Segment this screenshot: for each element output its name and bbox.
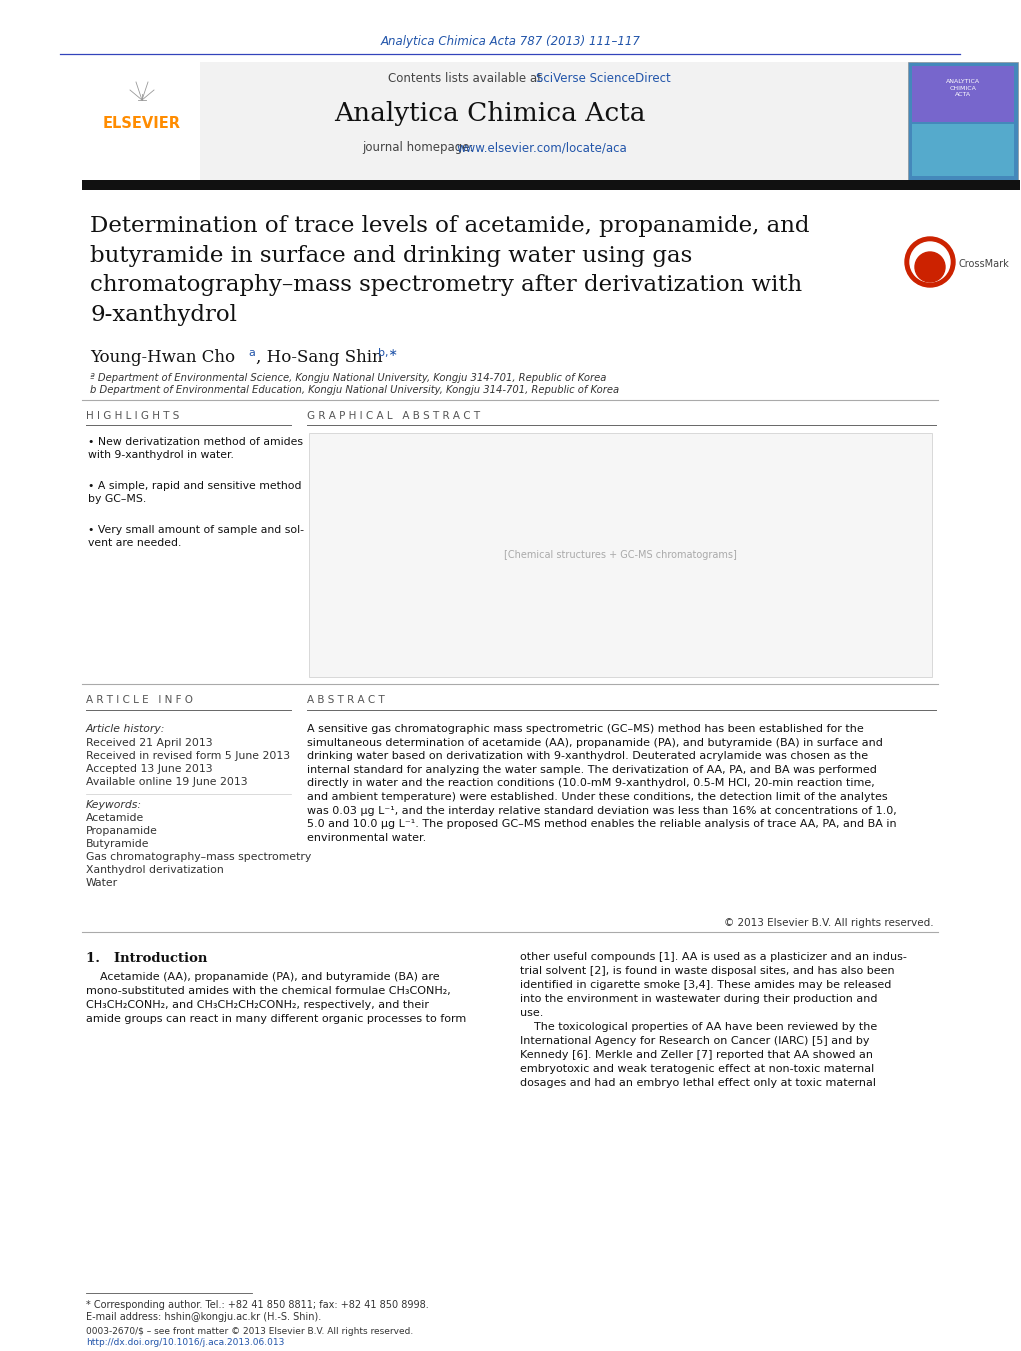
Text: other useful compounds [1]. AA is used as a plasticizer and an indus-
trial solv: other useful compounds [1]. AA is used a… <box>520 952 907 1088</box>
Text: A sensitive gas chromatographic mass spectrometric (GC–MS) method has been estab: A sensitive gas chromatographic mass spe… <box>307 724 896 843</box>
Text: Received in revised form 5 June 2013: Received in revised form 5 June 2013 <box>86 751 290 761</box>
Text: 0003-2670/$ – see front matter © 2013 Elsevier B.V. All rights reserved.: 0003-2670/$ – see front matter © 2013 El… <box>86 1327 414 1336</box>
Text: A R T I C L E   I N F O: A R T I C L E I N F O <box>86 694 193 705</box>
Text: Water: Water <box>86 878 118 888</box>
Bar <box>912 66 1014 122</box>
Text: CrossMark: CrossMark <box>958 259 1009 269</box>
Bar <box>912 124 1014 176</box>
Bar <box>82 62 918 180</box>
Text: Propanamide: Propanamide <box>86 825 158 836</box>
Bar <box>82 62 200 180</box>
Text: ANALYTICA
CHIMICA
ACTA: ANALYTICA CHIMICA ACTA <box>945 80 980 97</box>
Text: Accepted 13 June 2013: Accepted 13 June 2013 <box>86 765 212 774</box>
Bar <box>82 180 1020 190</box>
Text: Contents lists available at: Contents lists available at <box>388 72 545 85</box>
Text: H I G H L I G H T S: H I G H L I G H T S <box>86 411 180 422</box>
Text: [Chemical structures + GC-MS chromatograms]: [Chemical structures + GC-MS chromatogra… <box>503 550 736 561</box>
Text: journal homepage:: journal homepage: <box>362 142 477 154</box>
Text: b Department of Environmental Education, Kongju National University, Kongju 314-: b Department of Environmental Education,… <box>90 385 619 394</box>
Text: Butyramide: Butyramide <box>86 839 149 848</box>
Bar <box>309 434 932 677</box>
Text: Analytica Chimica Acta 787 (2013) 111–117: Analytica Chimica Acta 787 (2013) 111–11… <box>381 35 641 49</box>
Text: Acetamide (AA), propanamide (PA), and butyramide (BA) are
mono-substituted amide: Acetamide (AA), propanamide (PA), and bu… <box>86 971 467 1024</box>
Text: Article history:: Article history: <box>86 724 165 734</box>
Text: Young-Hwan Cho: Young-Hwan Cho <box>90 350 235 366</box>
Text: ª Department of Environmental Science, Kongju National University, Kongju 314-70: ª Department of Environmental Science, K… <box>90 373 606 382</box>
Text: 1.   Introduction: 1. Introduction <box>86 952 207 965</box>
Text: ELSEVIER: ELSEVIER <box>103 116 181 131</box>
Text: SciVerse ScienceDirect: SciVerse ScienceDirect <box>536 72 671 85</box>
Text: Determination of trace levels of acetamide, propanamide, and
butyramide in surfa: Determination of trace levels of acetami… <box>90 215 810 326</box>
Text: http://dx.doi.org/10.1016/j.aca.2013.06.013: http://dx.doi.org/10.1016/j.aca.2013.06.… <box>86 1337 285 1347</box>
Text: Analytica Chimica Acta: Analytica Chimica Acta <box>334 101 645 127</box>
Text: * Corresponding author. Tel.: +82 41 850 8811; fax: +82 41 850 8998.: * Corresponding author. Tel.: +82 41 850… <box>86 1300 429 1310</box>
Circle shape <box>910 242 950 282</box>
Circle shape <box>905 236 955 286</box>
Text: © 2013 Elsevier B.V. All rights reserved.: © 2013 Elsevier B.V. All rights reserved… <box>724 917 934 928</box>
Text: Gas chromatography–mass spectrometry: Gas chromatography–mass spectrometry <box>86 852 311 862</box>
Text: • Very small amount of sample and sol-
vent are needed.: • Very small amount of sample and sol- v… <box>88 526 304 549</box>
Text: Acetamide: Acetamide <box>86 813 144 823</box>
Text: Xanthydrol derivatization: Xanthydrol derivatization <box>86 865 224 875</box>
Text: Received 21 April 2013: Received 21 April 2013 <box>86 738 212 748</box>
Text: G R A P H I C A L   A B S T R A C T: G R A P H I C A L A B S T R A C T <box>307 411 480 422</box>
Text: A B S T R A C T: A B S T R A C T <box>307 694 385 705</box>
Bar <box>908 62 1018 180</box>
Text: • A simple, rapid and sensitive method
by GC–MS.: • A simple, rapid and sensitive method b… <box>88 481 301 504</box>
Text: www.elsevier.com/locate/aca: www.elsevier.com/locate/aca <box>456 142 627 154</box>
Text: Keywords:: Keywords: <box>86 800 142 811</box>
Text: b,∗: b,∗ <box>378 349 398 358</box>
Text: E-mail address: hshin@kongju.ac.kr (H.-S. Shin).: E-mail address: hshin@kongju.ac.kr (H.-S… <box>86 1312 322 1323</box>
Text: • New derivatization method of amides
with 9-xanthydrol in water.: • New derivatization method of amides wi… <box>88 436 303 461</box>
Text: , Ho-Sang Shin: , Ho-Sang Shin <box>256 350 383 366</box>
Text: Available online 19 June 2013: Available online 19 June 2013 <box>86 777 248 788</box>
Text: a: a <box>248 349 255 358</box>
Circle shape <box>915 253 945 282</box>
